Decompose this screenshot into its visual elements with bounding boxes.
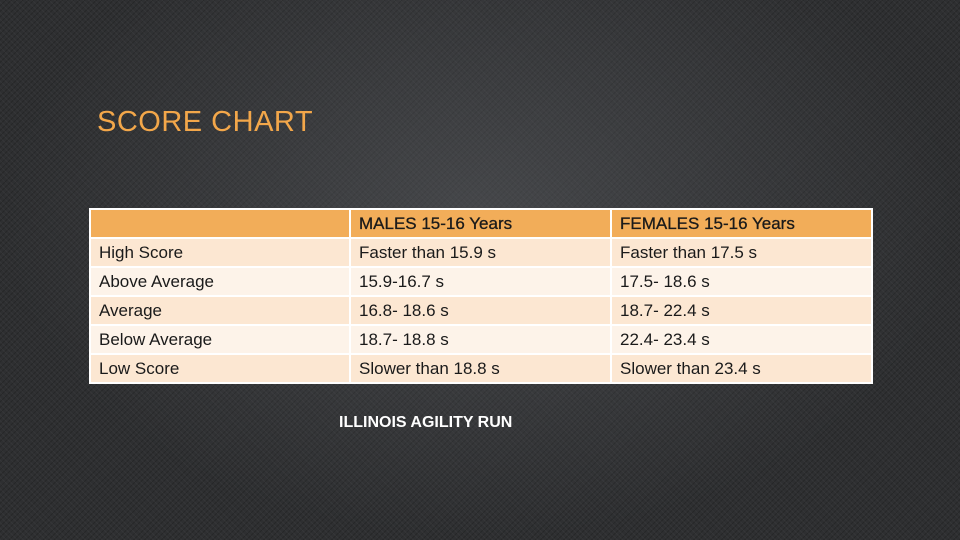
females-cell: Faster than 17.5 s [610,237,873,268]
row-label: High Score [89,237,351,268]
header-cell-males: MALES 15-16 Years [349,208,612,239]
table-row: Low Score Slower than 18.8 s Slower than… [89,353,873,384]
header-cell-category [89,208,351,239]
males-cell: 15.9-16.7 s [349,266,612,297]
males-cell: 16.8- 18.6 s [349,295,612,326]
table-row: Above Average 15.9-16.7 s 17.5- 18.6 s [89,266,873,297]
females-cell: 18.7- 22.4 s [610,295,873,326]
table-row: Below Average 18.7- 18.8 s 22.4- 23.4 s [89,324,873,355]
table-header-row: MALES 15-16 Years FEMALES 15-16 Years [89,208,873,239]
header-cell-females: FEMALES 15-16 Years [610,208,873,239]
males-cell: 18.7- 18.8 s [349,324,612,355]
score-table: MALES 15-16 Years FEMALES 15-16 Years Hi… [89,208,873,384]
table-row: High Score Faster than 15.9 s Faster tha… [89,237,873,268]
row-label: Above Average [89,266,351,297]
row-label: Low Score [89,353,351,384]
females-cell: 22.4- 23.4 s [610,324,873,355]
males-cell: Faster than 15.9 s [349,237,612,268]
table-caption: ILLINOIS AGILITY RUN [339,414,513,431]
slide-title: SCORE CHART [97,106,314,138]
row-label: Below Average [89,324,351,355]
table-row: Average 16.8- 18.6 s 18.7- 22.4 s [89,295,873,326]
females-cell: Slower than 23.4 s [610,353,873,384]
females-cell: 17.5- 18.6 s [610,266,873,297]
males-cell: Slower than 18.8 s [349,353,612,384]
row-label: Average [89,295,351,326]
